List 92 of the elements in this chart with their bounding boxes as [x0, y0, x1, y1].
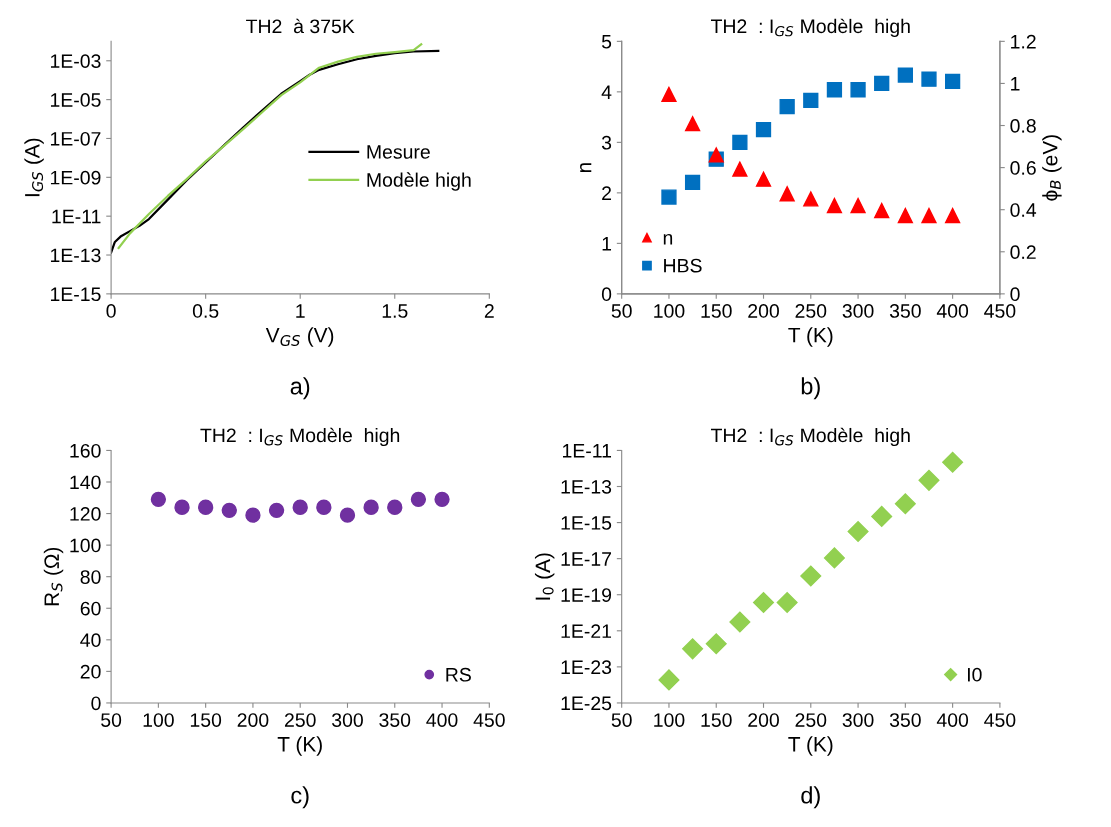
x-tick-label: 150	[701, 713, 732, 727]
x-axis-title: V$_{GS}$ (V)	[265, 327, 334, 347]
text: c)	[291, 786, 309, 809]
x-tick-label: 0	[106, 304, 116, 318]
y-tick-label: 0	[601, 287, 612, 302]
y-tick-label: 40	[80, 633, 101, 648]
y-tick-label: 5	[601, 35, 612, 49]
y-tick-label: 1	[602, 237, 612, 251]
x-tick-label: 350	[379, 713, 411, 727]
text: d)	[801, 786, 820, 809]
legend-label: Modèle high	[367, 172, 471, 191]
x-tick-label: 150	[190, 713, 222, 727]
y-tick-label: 20	[80, 664, 101, 679]
x-tick-label: 50	[611, 713, 632, 727]
text: b)	[801, 377, 820, 400]
x-tick-label: 450	[984, 304, 1016, 318]
y-tick-label: 1E-23	[561, 660, 612, 675]
x-tick-label: 300	[842, 304, 874, 318]
x-tick-label: 450	[984, 713, 1016, 727]
y2-tick-label: 0.8	[1010, 118, 1036, 133]
x-tick-label: 450	[473, 713, 505, 727]
y-tick-label: 140	[70, 475, 101, 490]
y-tick-label: 160	[70, 443, 101, 458]
y-tick-label: 60	[80, 601, 101, 616]
y-axis-title: I$_{0}$ (A)	[534, 553, 555, 600]
y-tick-label: 1E-15	[50, 287, 101, 302]
y-axis-title: R$_{S}$ (Ω)	[43, 547, 64, 606]
chart-title: TH2 : I$_{GS}$ Modèle high	[200, 427, 400, 447]
x-tick-label: 50	[101, 713, 122, 727]
y-tick-label: 1E-09	[50, 170, 101, 185]
y-tick-label: 1E-15	[561, 516, 612, 530]
chart-title: TH2 à 375K	[246, 18, 355, 34]
x-tick-label: 300	[842, 713, 874, 727]
chart-title: TH2 : I$_{GS}$ Modèle high	[711, 427, 910, 447]
x-tick-label: 250	[795, 713, 827, 727]
y2-tick-label: 0	[1010, 287, 1020, 302]
y2-axis-title: ϕ$_{B}$ (eV)	[1042, 135, 1062, 201]
legend-label: HBS	[664, 258, 702, 273]
y-tick-label: 1E-17	[561, 552, 611, 566]
y-tick-label: 2	[602, 186, 611, 200]
x-tick-label: 100	[654, 713, 685, 727]
x-tick-label: 0.5	[192, 304, 219, 318]
x-tick-label: 100	[654, 304, 685, 318]
x-tick-label: 150	[701, 304, 732, 318]
y-tick-label: 1E-07	[50, 131, 101, 146]
y-tick-label: 3	[601, 135, 612, 150]
y-tick-label: 1E-13	[50, 248, 101, 263]
legend-label: RS	[446, 667, 471, 682]
x-tick-label: 2	[484, 304, 494, 318]
y-tick-label: 80	[80, 570, 101, 584]
y2-tick-label: 0.2	[1010, 245, 1036, 260]
x-tick-label: 400	[426, 713, 458, 727]
text: a)	[290, 377, 310, 400]
y2-tick-label: 1	[1011, 77, 1020, 91]
x-tick-label: 1	[296, 304, 305, 318]
x-axis-title: T (K)	[277, 736, 322, 756]
x-tick-label: 250	[795, 304, 827, 318]
y-tick-label: 0	[91, 696, 101, 711]
y-tick-label: 4	[601, 85, 612, 99]
y2-tick-label: 0.6	[1010, 161, 1036, 175]
x-tick-label: 350	[889, 304, 921, 318]
y-tick-label: 120	[70, 507, 101, 521]
x-axis-title: T (K)	[788, 327, 833, 347]
x-tick-label: 400	[936, 713, 969, 727]
x-tick-label: 50	[611, 304, 632, 318]
x-axis-title: T (K)	[788, 736, 833, 756]
x-tick-label: 1.5	[382, 304, 408, 318]
legend-label: I0	[967, 667, 982, 682]
x-tick-label: 250	[284, 713, 316, 727]
chart-title: TH2 : I$_{GS}$ Modèle high	[711, 18, 910, 37]
x-tick-label: 350	[889, 713, 921, 727]
legend-label: Mesure	[367, 145, 430, 159]
y-tick-label: 1E-21	[561, 624, 612, 638]
x-tick-label: 200	[237, 713, 269, 727]
x-tick-label: 200	[748, 713, 779, 727]
y2-tick-label: 0.4	[1010, 203, 1037, 217]
y-axis-title: n	[580, 163, 592, 173]
y-tick-label: 1E-11	[563, 444, 612, 458]
y-tick-label: 1E-11	[52, 209, 101, 224]
y-tick-label: 1E-13	[561, 479, 612, 494]
y-tick-label: 100	[70, 538, 101, 553]
x-tick-label: 400	[936, 304, 969, 318]
x-tick-label: 200	[748, 304, 779, 318]
y2-tick-label: 1.2	[1011, 34, 1036, 49]
x-tick-label: 300	[332, 713, 363, 727]
y-tick-label: 1E-03	[50, 54, 101, 69]
legend-label: n	[663, 234, 673, 245]
y-tick-label: 1E-19	[561, 588, 612, 602]
y-axis-title: I$_{GS}$ (A)	[24, 138, 44, 197]
y-tick-label: 1E-25	[561, 696, 612, 711]
y-tick-label: 1E-05	[50, 93, 101, 107]
x-tick-label: 100	[143, 713, 174, 727]
